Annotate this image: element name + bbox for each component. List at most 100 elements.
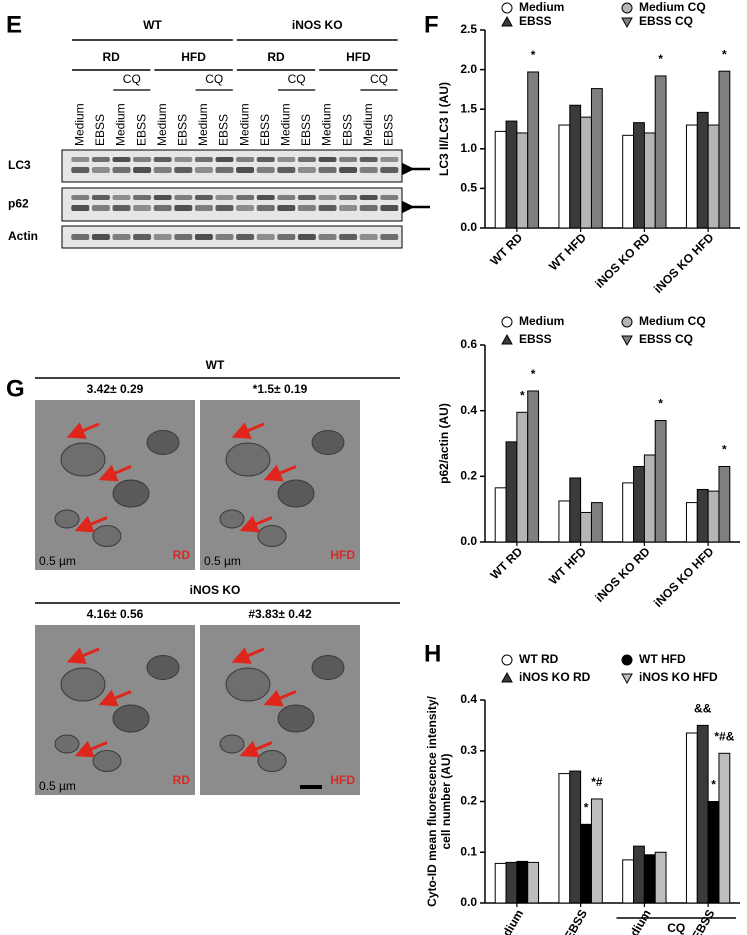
blot-band (359, 234, 378, 240)
bar (527, 861, 540, 904)
panel-label: G (6, 375, 25, 402)
row-label: Actin (8, 229, 38, 243)
y-tick-label: 0.4 (460, 692, 477, 706)
red-arrow (263, 464, 297, 482)
bar (516, 860, 529, 904)
blot-band (380, 205, 399, 211)
blot-band (256, 157, 275, 162)
bar (696, 488, 709, 543)
significance-label: * (658, 397, 663, 411)
blot-band (359, 205, 378, 211)
blot-band (174, 167, 193, 173)
x-tick-label: WT RD (488, 230, 526, 268)
bar (633, 122, 645, 229)
lane-label: Medium (320, 103, 334, 146)
blot-band (153, 167, 172, 173)
scale-label: 0.5 µm (39, 554, 76, 568)
bar (622, 482, 635, 543)
lane-label: EBSS (93, 114, 107, 146)
lane-label: EBSS (175, 114, 189, 146)
significance-label: * (722, 47, 727, 61)
blot-band (215, 205, 234, 211)
bar (696, 111, 709, 229)
blot-band (297, 157, 316, 162)
y-tick-label: 0.0 (460, 895, 477, 909)
organelle (257, 525, 287, 547)
lane-label: Medium (114, 103, 128, 146)
bar (527, 71, 540, 229)
blot-band (174, 234, 193, 240)
blot-band (133, 205, 152, 211)
red-arrow (239, 515, 273, 533)
blot-band (153, 195, 172, 200)
bar (505, 120, 518, 229)
cq-label: CQ (205, 72, 223, 86)
scale-label: 0.5 µm (204, 554, 241, 568)
legend-label: WT RD (519, 652, 559, 666)
blot-band (339, 157, 358, 162)
panel-label: H (424, 640, 441, 667)
red-arrow (239, 740, 273, 758)
x-tick-label: WT HFD (546, 544, 589, 587)
blot-strip (61, 187, 403, 222)
red-arrow (74, 515, 108, 533)
bar (558, 500, 571, 543)
blot-band (277, 167, 296, 173)
y-tick-label: 0.5 (460, 181, 477, 195)
legend-marker (501, 316, 513, 328)
bar (654, 75, 667, 229)
bar (516, 411, 529, 543)
blot-band (297, 205, 316, 211)
organelle (60, 442, 106, 477)
blot-band (153, 157, 172, 162)
organelle (219, 734, 245, 754)
y-tick-label: 0.6 (460, 337, 477, 351)
bar (590, 502, 603, 543)
blot-band (133, 157, 152, 162)
blot-band (112, 205, 131, 211)
blot-band (91, 167, 110, 173)
section-title: WT (206, 358, 225, 372)
blot-band (215, 167, 234, 173)
scale-label: 0.5 µm (39, 779, 76, 793)
bar (580, 116, 592, 229)
lane-label: Medium (72, 103, 86, 146)
y-tick-label: 1.5 (460, 101, 477, 115)
bar (590, 798, 603, 904)
organelle (112, 479, 150, 508)
x-tick-label: EBSS (689, 907, 717, 935)
red-arrow (66, 647, 100, 664)
bar (527, 390, 540, 543)
legend-marker (621, 316, 633, 328)
bar (569, 477, 582, 543)
organelle (219, 509, 245, 529)
bar (685, 124, 698, 229)
red-arrow (66, 422, 100, 439)
bar (643, 454, 656, 543)
organelle (146, 430, 180, 455)
legend-label: EBSS CQ (639, 14, 693, 28)
blot-band (153, 205, 172, 211)
bar (494, 487, 507, 543)
diet-label: RD (173, 548, 191, 562)
legend-marker (501, 2, 513, 14)
bar (494, 130, 507, 229)
legend-label: iNOS KO RD (519, 670, 591, 684)
diet-label: HFD (181, 50, 206, 64)
bar (685, 732, 698, 904)
red-arrow (231, 647, 265, 664)
blot-band (380, 234, 399, 240)
blot-band (215, 157, 234, 162)
y-tick-label: 0.0 (460, 220, 477, 234)
y-axis-label: LC3 II/LC3 I (AU) (437, 82, 451, 176)
legend-label: EBSS CQ (639, 332, 693, 346)
bar (633, 465, 645, 543)
bar (707, 490, 720, 543)
blot-band (297, 167, 316, 173)
blot-band (277, 157, 296, 162)
lane-label: Medium (278, 103, 292, 146)
legend-label: WT HFD (639, 652, 686, 666)
blot-band (297, 234, 316, 240)
blot-band (194, 234, 213, 240)
